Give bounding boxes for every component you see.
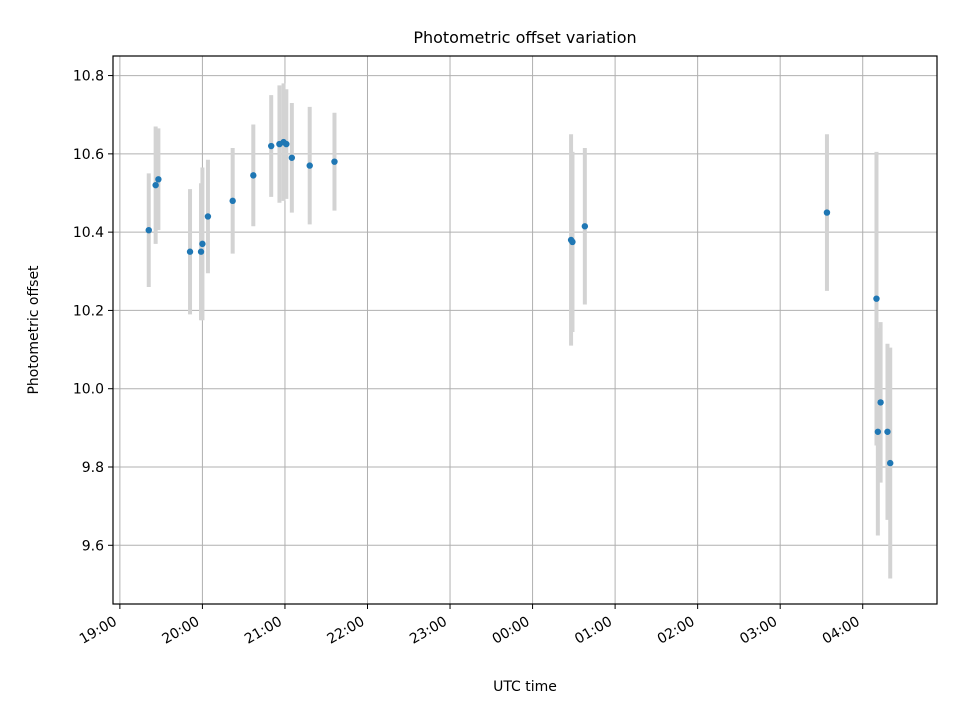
- data-point: [331, 158, 338, 165]
- y-tick-label: 9.6: [82, 538, 104, 554]
- y-tick-label: 10.0: [73, 382, 104, 398]
- data-point: [152, 181, 159, 189]
- data-point: [823, 209, 831, 216]
- y-tick-label: 10.6: [73, 147, 104, 163]
- y-tick-label: 10.2: [73, 303, 104, 319]
- data-point: [186, 248, 194, 255]
- y-tick-label: 10.4: [73, 225, 104, 241]
- data-point: [283, 140, 290, 148]
- data-point: [581, 223, 589, 230]
- data-point: [288, 154, 296, 161]
- y-tick-label: 10.8: [73, 69, 104, 85]
- data-point: [204, 213, 212, 220]
- y-tick-label: 9.8: [82, 460, 104, 476]
- data-point: [569, 238, 576, 246]
- data-point: [229, 197, 236, 205]
- grid: [113, 56, 937, 604]
- y-axis-label: Photometric offset: [26, 265, 42, 395]
- data-point: [250, 172, 257, 179]
- chart-title: Photometric offset variation: [413, 28, 636, 47]
- data-point: [873, 295, 880, 302]
- data-points: [145, 138, 894, 467]
- data-point: [887, 459, 894, 467]
- x-axis-label: UTC time: [493, 679, 557, 695]
- data-point: [267, 142, 275, 150]
- data-point: [877, 399, 884, 406]
- data-point: [199, 240, 206, 248]
- data-point: [884, 428, 891, 435]
- data-point: [197, 248, 205, 255]
- data-point: [155, 176, 162, 183]
- data-point: [306, 162, 313, 169]
- data-point: [874, 428, 882, 435]
- plot-frame: [112, 55, 938, 605]
- data-point: [145, 226, 152, 234]
